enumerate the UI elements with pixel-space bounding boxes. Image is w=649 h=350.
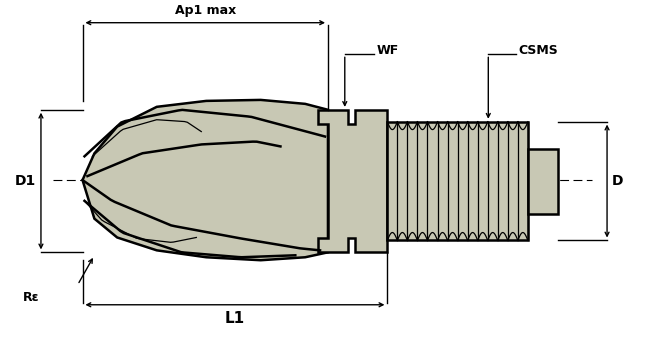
Polygon shape	[387, 122, 528, 240]
Text: Rε: Rε	[23, 291, 40, 304]
Polygon shape	[318, 110, 387, 252]
Text: L1: L1	[225, 311, 245, 326]
Polygon shape	[82, 100, 328, 260]
Text: CSMS: CSMS	[518, 44, 557, 57]
Text: D: D	[612, 174, 624, 188]
Text: WF: WF	[376, 44, 398, 57]
Polygon shape	[528, 149, 557, 214]
Text: Ap1 max: Ap1 max	[175, 4, 236, 17]
Text: D1: D1	[15, 174, 36, 188]
